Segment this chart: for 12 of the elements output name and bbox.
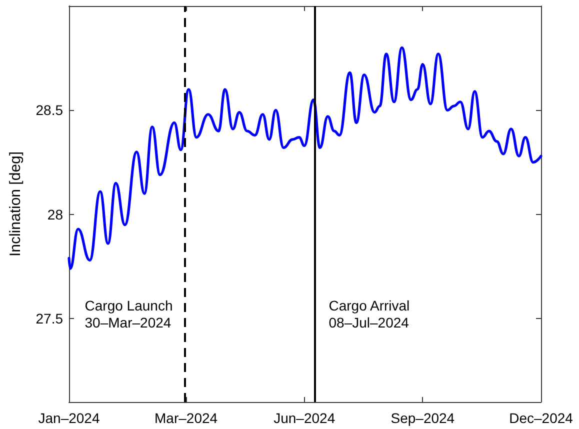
y-tick-label: 28 <box>47 206 64 222</box>
y-tick-label: 28.5 <box>36 102 64 118</box>
x-tick-label: Jun–2024 <box>274 410 336 426</box>
y-axis-title: Inclination [deg] <box>7 151 24 257</box>
ref-line-label: Cargo Launch 30–Mar–2024 <box>84 298 173 331</box>
ref-line-label: Cargo Arrival 08–Jul–2024 <box>328 298 410 331</box>
x-tick-label: Mar–2024 <box>154 410 218 426</box>
line-series <box>68 46 542 270</box>
y-tick-label: 27.5 <box>36 310 64 327</box>
x-tick-label: Sep–2024 <box>390 410 455 426</box>
x-tick-label: Jan–2024 <box>38 410 100 426</box>
x-tick-label: Dec–2024 <box>509 410 574 426</box>
